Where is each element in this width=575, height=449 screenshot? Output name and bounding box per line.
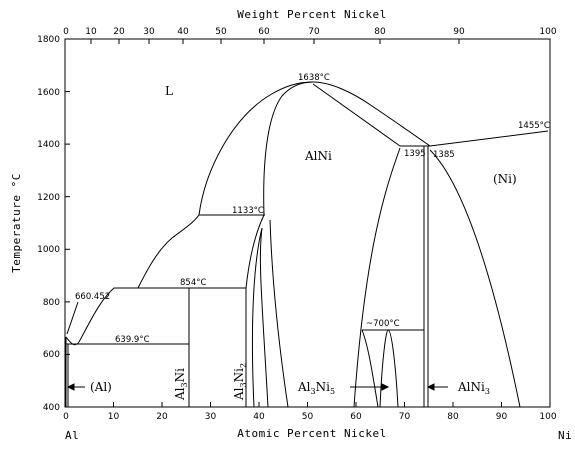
al3ni2-inner — [251, 227, 263, 408]
al-arrowhead — [66, 383, 75, 391]
alni-label: AlNi — [304, 149, 332, 163]
liquid-label: L — [165, 84, 173, 98]
left-tick-1000: 1000 — [37, 245, 60, 255]
bottom-tick-30: 30 — [205, 412, 217, 422]
al3ni5-left — [361, 329, 379, 408]
top-tick-10: 10 — [85, 27, 97, 37]
arrows — [66, 383, 448, 391]
top-tick-50: 50 — [215, 27, 227, 37]
left-tick-1800: 1800 — [37, 35, 60, 45]
left-axis-title: Temperature °C — [10, 173, 23, 273]
bottom-tick-100: 100 — [539, 412, 556, 422]
al3ni2-label: Al3Ni2 — [232, 363, 248, 401]
bottom-tick-20: 20 — [156, 412, 168, 422]
left-tick-400: 400 — [43, 403, 60, 413]
bottom-tick-60: 60 — [350, 412, 362, 422]
al3ni5-dome — [379, 329, 399, 408]
top-tick-100: 100 — [539, 27, 556, 37]
al3ni5-label: Al3Ni5 — [297, 380, 335, 396]
al-label: (Al) — [90, 380, 112, 394]
bottom-tick-40: 40 — [253, 412, 265, 422]
top-tick-60: 60 — [258, 27, 270, 37]
temp-700: ~700°C — [366, 319, 400, 329]
left-axis-labels: 400 600 800 1000 1200 1400 1600 1800 — [37, 35, 60, 413]
left-tick-1400: 1400 — [37, 140, 60, 150]
alni-right-dome — [312, 83, 401, 147]
top-axis-ticks — [64, 39, 551, 44]
top-axis-title: Weight Percent Nickel — [237, 8, 387, 21]
al3ni2-left — [245, 214, 265, 289]
bottom-axis-ticks — [64, 402, 551, 407]
liquidus-right — [312, 81, 549, 147]
top-tick-30: 30 — [143, 27, 155, 37]
plot-frame — [64, 38, 551, 408]
temp-1395: 1395 — [404, 149, 426, 159]
ni-solvus — [429, 149, 521, 408]
left-tick-600: 600 — [43, 350, 60, 360]
left-tick-800: 800 — [43, 298, 60, 308]
bottom-tick-10: 10 — [108, 412, 120, 422]
top-tick-20: 20 — [113, 27, 125, 37]
temp-1133: 1133°C — [232, 206, 264, 216]
left-element-label: Al — [65, 429, 79, 442]
bottom-tick-70: 70 — [399, 412, 411, 422]
alni-right-boundary — [353, 147, 401, 408]
bottom-axis-labels: 0 10 20 30 40 50 60 70 80 90 100 — [63, 412, 557, 422]
liquidus-left — [78, 81, 314, 343]
top-tick-70: 70 — [308, 27, 320, 37]
alni3-arrowhead — [426, 383, 435, 391]
al3ni5-arrowhead — [381, 383, 390, 391]
temp-854: 854°C — [180, 278, 206, 288]
phase-boundaries — [65, 81, 549, 408]
bottom-axis-title: Atomic Percent Nickel — [237, 427, 387, 440]
top-tick-90: 90 — [453, 27, 465, 37]
temp-1385: 1385 — [433, 150, 455, 160]
top-tick-40: 40 — [177, 27, 189, 37]
temp-660: 660.452 — [75, 292, 110, 302]
left-tick-1200: 1200 — [37, 193, 60, 203]
left-tick-1600: 1600 — [37, 88, 60, 98]
alni-left-boundary — [269, 219, 289, 408]
bottom-tick-50: 50 — [302, 412, 314, 422]
temp-660-leader — [66, 301, 79, 335]
ni-label: (Ni) — [493, 172, 517, 186]
bottom-tick-80: 80 — [447, 412, 459, 422]
top-tick-0: 0 — [63, 27, 69, 37]
alni3-label: AlNi3 — [457, 380, 490, 396]
al-solvus — [65, 336, 80, 346]
temp-1455: 1455°C — [518, 121, 550, 131]
top-axis-labels: 0 10 20 30 40 50 60 70 80 90 100 — [63, 27, 557, 37]
right-element-label: Ni — [558, 429, 572, 442]
alni-peak-dome — [263, 81, 314, 216]
temp-1638: 1638°C — [298, 73, 330, 83]
al3ni-label: Al3Ni — [173, 368, 189, 401]
bottom-tick-0: 0 — [63, 412, 69, 422]
top-tick-80: 80 — [374, 27, 386, 37]
temp-639: 639.9°C — [115, 335, 150, 345]
al3ni2-right — [259, 227, 269, 408]
bottom-tick-90: 90 — [496, 412, 508, 422]
